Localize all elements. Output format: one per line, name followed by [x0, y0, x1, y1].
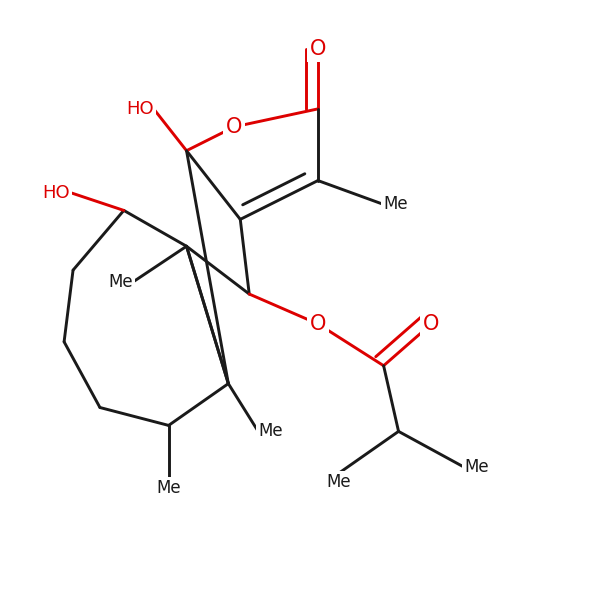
Text: HO: HO	[126, 100, 154, 118]
Text: Me: Me	[156, 479, 181, 497]
Text: O: O	[310, 314, 326, 334]
Text: Me: Me	[326, 473, 351, 491]
Text: Me: Me	[258, 422, 283, 440]
Text: O: O	[423, 314, 440, 334]
Text: HO: HO	[43, 184, 70, 202]
Text: O: O	[226, 117, 242, 137]
Text: Me: Me	[464, 458, 489, 476]
Text: Me: Me	[383, 196, 408, 214]
Text: O: O	[310, 39, 326, 59]
Text: Me: Me	[108, 273, 133, 291]
